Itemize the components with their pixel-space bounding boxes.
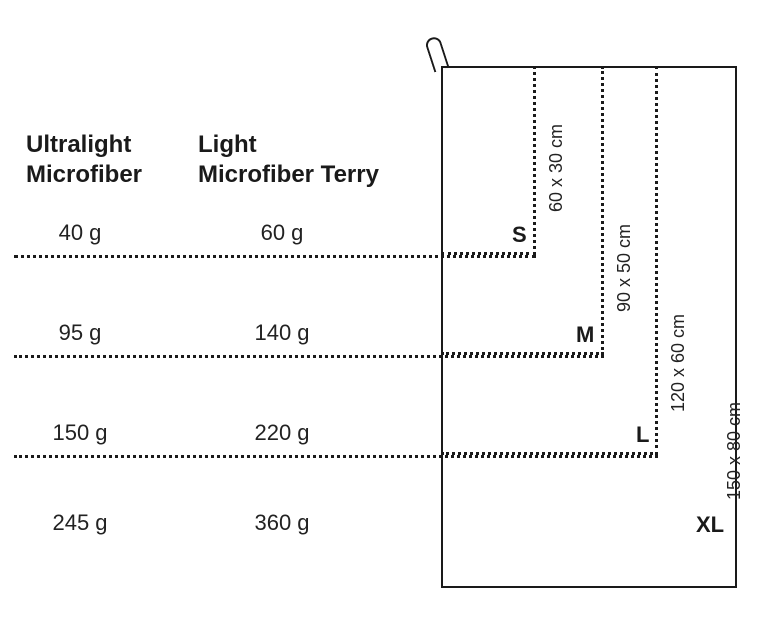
weight-ultralight-l: 150 g xyxy=(20,420,140,446)
towel-size-infographic: Ultralight Microfiber Light Microfiber T… xyxy=(0,0,768,632)
header-line: Ultralight xyxy=(26,131,131,158)
weight-ultralight-s: 40 g xyxy=(20,220,140,246)
header-line: Microfiber Terry xyxy=(198,161,379,188)
size-label-l: L xyxy=(636,422,649,448)
weight-lightterry-s: 60 g xyxy=(222,220,342,246)
header-line: Light xyxy=(198,131,257,158)
size-label-xl: XL xyxy=(696,512,724,538)
weight-lightterry-m: 140 g xyxy=(222,320,342,346)
weight-ultralight-xl: 245 g xyxy=(20,510,140,536)
size-label-m: M xyxy=(576,322,594,348)
size-label-s: S xyxy=(512,222,527,248)
column-header-ultralight: Ultralight Microfiber xyxy=(26,130,142,190)
weight-lightterry-xl: 360 g xyxy=(222,510,342,536)
column-header-light-terry: Light Microfiber Terry xyxy=(198,130,379,190)
dimension-l: 120 x 60 cm xyxy=(668,314,689,412)
weight-ultralight-m: 95 g xyxy=(20,320,140,346)
dimension-xl: 150 x 80 cm xyxy=(724,402,745,500)
header-line: Microfiber xyxy=(26,161,142,188)
weight-lightterry-l: 220 g xyxy=(222,420,342,446)
dimension-s: 60 x 30 cm xyxy=(546,124,567,212)
dimension-m: 90 x 50 cm xyxy=(614,224,635,312)
